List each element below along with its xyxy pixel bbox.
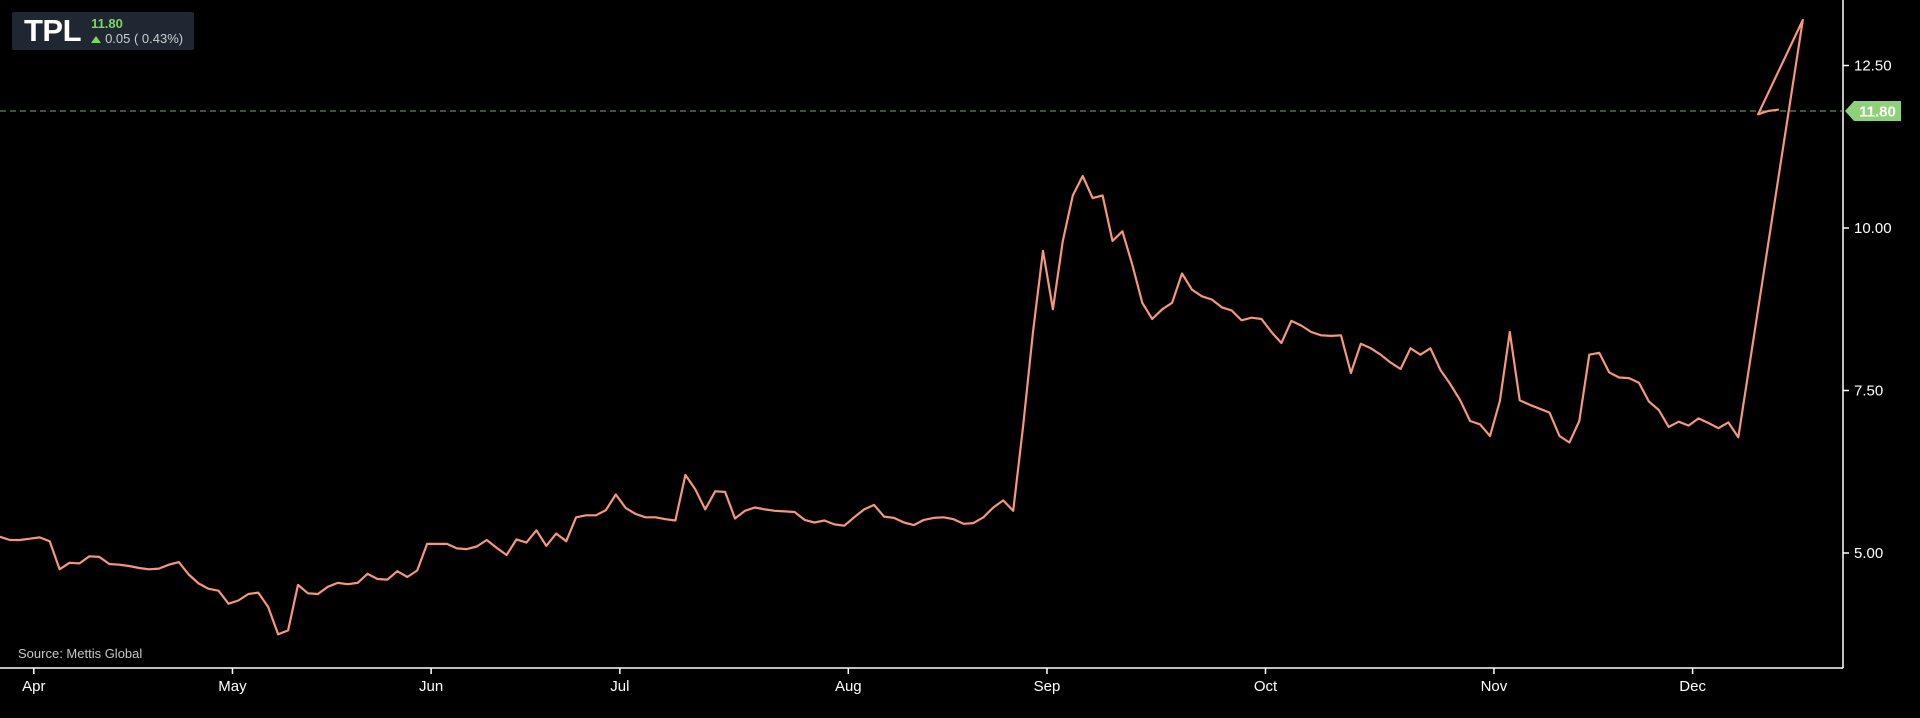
- x-tick-label-8: Dec: [1679, 678, 1706, 695]
- x-tick-label-3: Jul: [610, 678, 629, 695]
- x-tick-label-2: Jun: [419, 678, 443, 695]
- tick-labels: 5.00 7.50 10.00 12.50 Apr May Jun Jul Aug Sep Oct N…: [22, 58, 1891, 696]
- y-tick-label-1: 7.50: [1854, 383, 1883, 400]
- current-price-tag-group: 11.80: [1845, 101, 1901, 121]
- ticker-box: TPL 11.80 0.05 ( 0.43%): [12, 12, 195, 50]
- x-tick-label-6: Oct: [1254, 678, 1278, 695]
- ticker-quote: 11.80 0.05 ( 0.43%): [91, 16, 183, 46]
- ticker-symbol: TPL: [24, 13, 82, 48]
- axes: [0, 0, 1849, 674]
- arrow-up-icon: [91, 36, 102, 43]
- x-tick-label-7: Nov: [1481, 678, 1508, 695]
- x-tick-label-4: Aug: [835, 678, 862, 695]
- ticker-price: 11.80: [91, 16, 123, 31]
- y-tick-label-3: 12.50: [1854, 58, 1892, 75]
- series-line-0: [0, 18, 1804, 636]
- current-price-tag-label: 11.80: [1859, 104, 1896, 121]
- source-label: Source: Mettis Global: [18, 646, 143, 661]
- x-tick-label-5: Sep: [1034, 678, 1061, 695]
- series-layer: [0, 18, 1804, 636]
- y-tick-label-2: 10.00: [1854, 220, 1892, 237]
- x-tick-label-1: May: [218, 678, 247, 695]
- y-tick-label-0: 5.00: [1854, 545, 1883, 562]
- x-tick-label-0: Apr: [22, 678, 45, 695]
- ticker-change-row: 0.05 ( 0.43%): [91, 31, 183, 46]
- ticker-change: 0.05 ( 0.43%): [105, 31, 184, 46]
- current-price-tag: [1845, 101, 1901, 121]
